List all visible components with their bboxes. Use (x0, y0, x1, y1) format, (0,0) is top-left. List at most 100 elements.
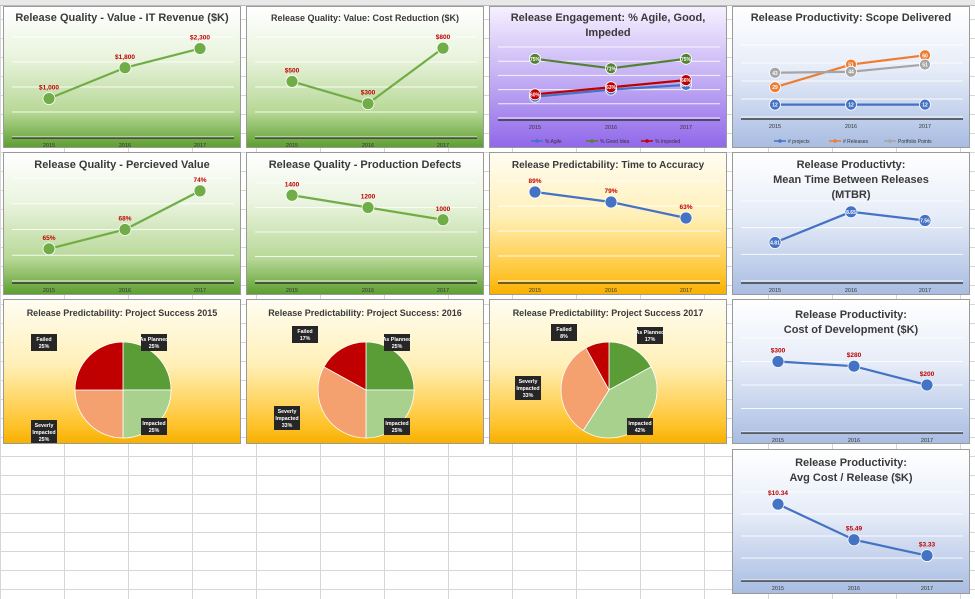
chart-plot: 2015 2016 2017 $10.34 $5.49 $3.33 (741, 490, 963, 592)
chart-title: Release Productivty: Mean Time Between R… (773, 159, 929, 201)
data-label: 1400 (285, 181, 300, 188)
data-label: Impacted (516, 386, 539, 392)
data-point (118, 61, 132, 75)
legend-marker (778, 139, 782, 143)
chart-cost-reduction[interactable]: Release Quality: Value: Cost Reduction (… (246, 6, 484, 148)
data-label: 8.65 (846, 210, 856, 216)
chart-project-success-2015[interactable]: Release Predictability: Project Success … (3, 299, 241, 444)
data-label: As Planned (636, 330, 665, 336)
chart-engagement[interactable]: Release Engagement: % Agile, Good, Imped… (489, 6, 727, 148)
x-tick-label: 2016 (848, 586, 860, 592)
data-point (42, 92, 56, 105)
data-label: 75% (530, 57, 541, 63)
legend-marker (888, 139, 892, 143)
chart-project-success-2017[interactable]: Release Predictability: Project Success … (489, 299, 727, 444)
chart-production-defects[interactable]: Release Quality - Production Defects 201… (246, 152, 484, 295)
chart-plot: As Planned25%Impacted25%SeverlyImpacted3… (274, 326, 415, 439)
x-tick-label: 2015 (772, 586, 784, 592)
chart-cost-of-development[interactable]: Release Productivity: Cost of Developmen… (732, 299, 970, 444)
data-label-box (141, 418, 167, 435)
x-tick-label: 2016 (845, 288, 857, 294)
x-tick-label: 2016 (119, 143, 131, 148)
data-label: 1200 (361, 194, 376, 201)
data-label: 25% (392, 428, 403, 434)
legend-marker (833, 139, 837, 143)
data-point (604, 195, 618, 209)
data-label: 75% (681, 57, 692, 63)
data-point (918, 214, 932, 227)
legend-entry: Portfolio Points (898, 139, 932, 145)
chart-title: Release Predictability: Project Success:… (268, 308, 462, 318)
data-label: $800 (436, 34, 451, 41)
data-label: 29 (772, 85, 778, 91)
data-point (529, 52, 541, 65)
data-label: Impacted (385, 421, 408, 427)
data-label: 17% (645, 337, 656, 343)
data-label: 12 (848, 103, 854, 109)
legend-entry: # projects (788, 139, 810, 145)
x-tick-label: 2017 (437, 143, 449, 148)
pie-slice (365, 341, 415, 391)
spreadsheet-column-header-strip (0, 0, 975, 6)
chart-plot: As Planned25%Impacted25%SeverlyImpacted2… (31, 334, 172, 443)
data-point (771, 355, 785, 368)
data-point (771, 497, 785, 511)
x-tick-label: 2015 (769, 124, 781, 130)
data-label: Impacted (275, 416, 298, 422)
data-point (920, 378, 934, 392)
x-tick-label: 2016 (845, 124, 857, 130)
chart-title: Release Predictability: Time to Accuracy (511, 160, 705, 171)
chart-perceived-value[interactable]: Release Quality - Percieved Value 2015 20… (3, 152, 241, 295)
data-label: $5.49 (846, 526, 863, 533)
data-label: 60 (922, 53, 928, 59)
x-tick-label: 2017 (194, 288, 206, 294)
chart-title: Release Quality: Value: Cost Reduction (… (270, 13, 460, 23)
data-label: 17% (300, 336, 311, 342)
legend-marker (590, 139, 594, 143)
pie-slice (323, 341, 367, 391)
data-point (118, 223, 132, 236)
x-tick-label: 2015 (43, 288, 55, 294)
data-label: Impacted (628, 421, 651, 427)
chart-mtbr[interactable]: Release Productivty: Mean Time Between R… (732, 152, 970, 295)
data-point (769, 81, 781, 94)
chart-plot: 2015 2016 2017 4.81 8.65 7.56 (741, 200, 963, 294)
data-point (436, 41, 450, 55)
x-tick-label: 2016 (605, 125, 617, 131)
pie-slice (585, 341, 610, 391)
data-label: 65% (42, 235, 55, 242)
x-tick-label: 2015 (529, 125, 541, 131)
chart-project-success-2016[interactable]: Release Predictability: Project Success:… (246, 299, 484, 444)
chart-it-revenue[interactable]: Release Quality - Value - IT Revenue ($K… (3, 6, 241, 148)
data-point (285, 188, 299, 202)
data-label: 66% (681, 78, 692, 84)
data-point (528, 185, 542, 199)
data-label: $300 (771, 348, 786, 355)
data-label: $2,300 (190, 35, 210, 42)
data-label: 8% (560, 334, 568, 340)
data-label: 25% (39, 344, 50, 350)
x-tick-label: 2017 (919, 288, 931, 294)
chart-scope-delivered[interactable]: Release Productivity: Scope Delivered 20… (732, 6, 970, 148)
chart-plot: 2015 2016 2017 $500 $300 $800 (255, 34, 477, 148)
x-tick-label: 2017 (921, 438, 933, 444)
data-label-box (515, 376, 541, 400)
x-tick-label: 2017 (919, 124, 931, 130)
data-label: 12 (772, 103, 778, 109)
x-tick-label: 2017 (437, 288, 449, 294)
data-label: 25% (39, 437, 50, 443)
chart-plot: 20152016201759%62%64%75%71%75%60%63%66%%… (498, 46, 720, 145)
data-label: $280 (847, 352, 862, 359)
data-label: 25% (149, 428, 160, 434)
chart-avg-cost-per-release[interactable]: Release Productivity: Avg Cost / Release… (732, 449, 970, 594)
data-label: 7.56 (920, 219, 930, 225)
chart-time-to-accuracy[interactable]: Release Predictability: Time to Accuracy… (489, 152, 727, 295)
data-point (193, 184, 207, 198)
pie-slice (74, 389, 124, 439)
data-label: Impacted (32, 430, 55, 436)
data-point (361, 97, 375, 111)
data-label: $300 (361, 90, 376, 97)
pie-slice (74, 341, 124, 391)
data-label: 60% (530, 92, 541, 98)
legend-entry: # Releases (843, 139, 869, 145)
